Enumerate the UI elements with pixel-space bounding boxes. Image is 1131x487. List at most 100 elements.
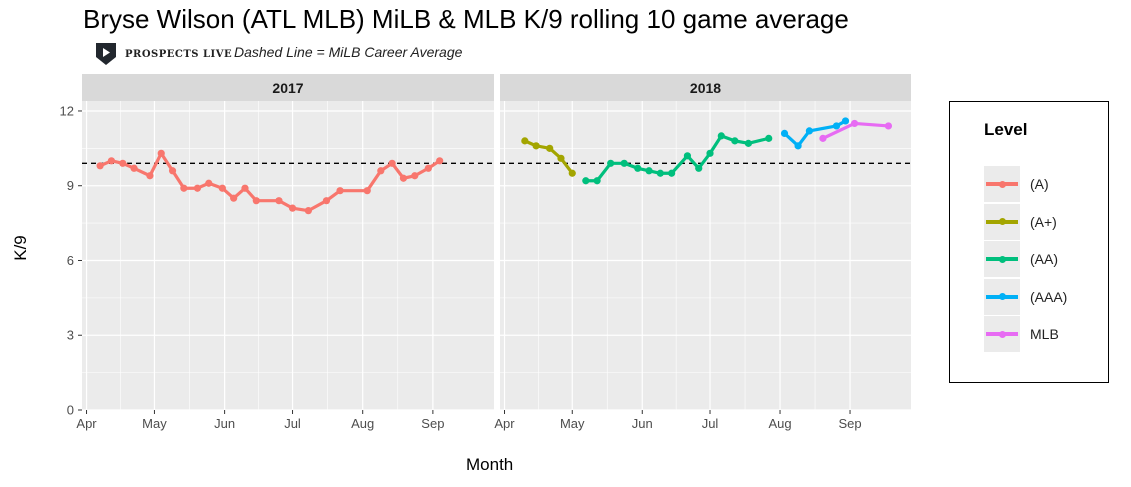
- data-point: [388, 159, 396, 167]
- logo-text: PROSPECTS LIVE: [125, 48, 233, 60]
- prospects-live-logo: PROSPECTS LIVE: [95, 42, 232, 66]
- data-point: [377, 167, 385, 175]
- x-tick-label: Jun: [214, 416, 235, 431]
- data-point: [252, 197, 260, 205]
- data-point: [363, 187, 371, 195]
- legend-item: (AAA): [984, 278, 1104, 315]
- data-point: [607, 159, 615, 167]
- data-point: [765, 134, 773, 142]
- y-tick-label: 6: [67, 253, 74, 268]
- legend-item: (AA): [984, 241, 1104, 277]
- data-point: [683, 152, 692, 160]
- data-point: [146, 172, 154, 180]
- facet-panel-2018: 2018: [500, 74, 911, 411]
- legend-label: (A): [1030, 176, 1049, 192]
- y-tick-label: 12: [60, 103, 74, 118]
- series-a: [96, 149, 444, 215]
- data-point: [532, 142, 540, 150]
- data-point: [119, 159, 127, 167]
- series-aa: [582, 132, 773, 185]
- data-point: [744, 139, 753, 147]
- data-point: [336, 187, 344, 195]
- data-point: [780, 129, 789, 137]
- legend-item: (A+): [984, 203, 1104, 240]
- x-tick-label: Sep: [421, 416, 444, 431]
- x-tick-label: Apr: [76, 416, 97, 431]
- data-point: [717, 132, 725, 140]
- x-tick-label: Sep: [838, 416, 861, 431]
- data-point: [96, 162, 104, 170]
- data-point: [706, 149, 714, 157]
- legend-item: MLB: [984, 316, 1104, 352]
- y-tick-label: 3: [67, 328, 74, 343]
- data-point: [695, 164, 703, 172]
- data-point: [884, 122, 893, 130]
- facet-strip-label: 2017: [272, 80, 303, 96]
- data-point: [304, 207, 312, 215]
- y-axis-label: K/9: [10, 235, 30, 261]
- data-point: [819, 134, 827, 142]
- legend-key: [984, 278, 1020, 315]
- data-point: [157, 149, 165, 157]
- legend-key: [984, 203, 1020, 240]
- series-aaa: [780, 117, 850, 150]
- data-point: [218, 184, 226, 192]
- data-point: [568, 169, 576, 177]
- data-point: [168, 167, 177, 175]
- data-point: [193, 184, 202, 192]
- legend-key: [984, 316, 1020, 352]
- legend-key: [984, 241, 1020, 277]
- data-point: [180, 184, 188, 192]
- data-point: [645, 167, 653, 175]
- series-aplus: [521, 137, 576, 177]
- data-point: [230, 194, 238, 202]
- data-point: [411, 172, 419, 180]
- facet-panel-2017: 2017: [82, 74, 494, 411]
- data-point: [288, 204, 297, 212]
- data-point: [593, 177, 601, 185]
- x-tick-label: Aug: [351, 416, 374, 431]
- data-point: [399, 174, 408, 182]
- chart-title: Bryse Wilson (ATL MLB) MiLB & MLB K/9 ro…: [83, 4, 849, 34]
- data-point: [832, 122, 841, 130]
- data-point: [436, 157, 444, 165]
- data-point: [557, 154, 565, 162]
- data-point: [634, 164, 642, 172]
- series-mlb: [819, 119, 893, 142]
- play-shield-icon: [96, 43, 116, 65]
- data-point: [620, 159, 628, 167]
- y-tick-label: 9: [67, 178, 74, 193]
- legend-key: [984, 166, 1020, 202]
- data-point: [424, 164, 432, 172]
- legend-label: (AAA): [1030, 288, 1068, 305]
- panel-background: [500, 101, 911, 410]
- data-point: [805, 127, 813, 135]
- x-tick-label: Jul: [702, 416, 719, 431]
- x-tick-label: Apr: [494, 416, 515, 431]
- data-point: [668, 169, 676, 177]
- legend-label: MLB: [1030, 326, 1059, 342]
- x-tick-label: May: [142, 416, 167, 431]
- data-point: [656, 169, 664, 177]
- data-point: [322, 197, 331, 205]
- data-point: [794, 142, 802, 150]
- legend-item: (A): [984, 166, 1104, 202]
- x-tick-label: Jun: [632, 416, 653, 431]
- data-point: [731, 137, 739, 145]
- data-point: [521, 137, 529, 145]
- legend-title: Level: [984, 120, 1028, 139]
- x-axis-label: Month: [466, 455, 514, 474]
- data-point: [841, 117, 850, 125]
- legend-label: (A+): [1030, 213, 1057, 230]
- panel-background: [82, 101, 494, 410]
- facet-strip-label: 2018: [690, 80, 721, 96]
- data-point: [850, 119, 859, 128]
- facet-strip: [500, 74, 911, 101]
- chart-subtitle: Dashed Line = MiLB Career Average: [234, 44, 463, 60]
- data-point: [205, 179, 213, 187]
- data-point: [130, 164, 138, 172]
- data-point: [546, 144, 554, 152]
- facet-strip: [82, 74, 494, 101]
- y-tick-label: 0: [67, 403, 74, 418]
